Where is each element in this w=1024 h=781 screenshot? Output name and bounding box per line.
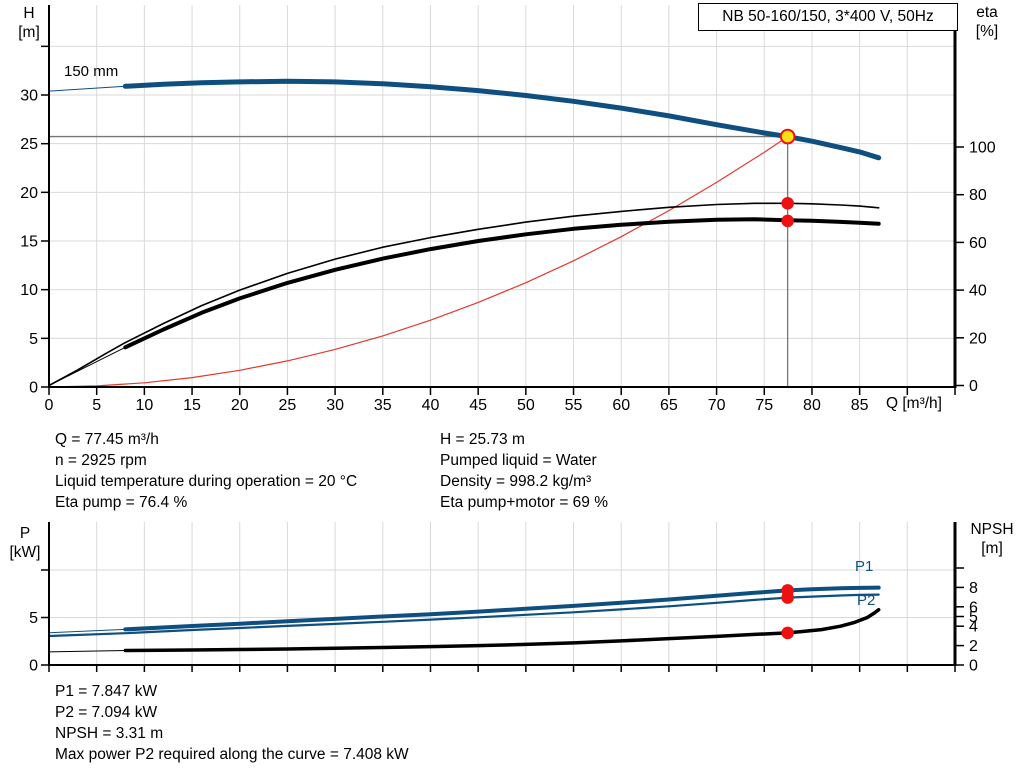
curve-p1 [123, 585, 881, 632]
q-tick-label: 50 [517, 397, 535, 414]
curve-head-lead [48, 85, 126, 92]
p2-dot [781, 591, 794, 604]
q-tick-label: 45 [469, 397, 487, 414]
npsh-tick-label: 8 [969, 580, 978, 597]
h-tick-label: 15 [20, 234, 38, 251]
q-tick-label: 5 [92, 397, 101, 414]
q-tick-label: 25 [279, 397, 297, 414]
h-tick-label: 25 [20, 136, 38, 153]
q-tick-label: 55 [565, 397, 583, 414]
eta-tick-label: 100 [969, 140, 996, 157]
eta-tick-label: 0 [969, 378, 978, 395]
curve-eta-pump [48, 202, 880, 387]
info-line: n = 2925 rpm [55, 452, 147, 469]
q-tick-label: 70 [708, 397, 726, 414]
h-tick-label: 5 [29, 331, 38, 348]
q-tick-label: 0 [45, 397, 54, 414]
p-axis-label: P [kW] [9, 525, 41, 561]
h-axis-label: H [m] [18, 5, 40, 41]
p-tick-label: 5 [29, 610, 38, 627]
power-npsh-data: P1 = 7.847 kW P2 = 7.094 kW NPSH = 3.31 m M… [55, 681, 409, 765]
p-tick-label: 0 [29, 658, 38, 675]
eta-axis-label: eta [%] [975, 4, 999, 40]
info-line: Max power P2 required along the curve = … [55, 746, 409, 763]
p2-curve-label: P2 [857, 592, 876, 609]
npsh-tick-label: 4 [969, 619, 978, 636]
curve-p2 [47, 593, 880, 638]
duty-point-marker [779, 128, 796, 145]
q-tick-label: 60 [612, 397, 630, 414]
info-line: P1 = 7.847 kW [55, 683, 158, 700]
curve-npsh-lead [48, 650, 126, 653]
npsh-tick-label: 2 [969, 638, 978, 655]
q-tick-label: 10 [135, 397, 153, 414]
operating-data-left: Q = 77.45 m³/h n = 2925 rpm Liquid tempera… [55, 429, 357, 513]
q-tick-label: 85 [851, 397, 869, 414]
q-tick-label: 75 [755, 397, 773, 414]
info-line: Q = 77.45 m³/h [55, 431, 159, 448]
info-line: Eta pump+motor = 69 % [440, 494, 609, 511]
q-tick-label: 80 [803, 397, 821, 414]
curve-system-curve [48, 136, 789, 388]
info-line: Liquid temperature during operation = 20… [55, 473, 358, 490]
eta-tick-label: 20 [969, 330, 987, 347]
curve-npsh [123, 607, 881, 653]
info-line: Density = 998.2 kg/m³ [440, 473, 592, 490]
npsh-axis-label: NPSH [m] [970, 521, 1014, 557]
npsh-tick-label: 0 [969, 658, 978, 675]
npsh-tick-label: 6 [969, 599, 978, 616]
eta-tick-label: 80 [969, 187, 987, 204]
eta-pump-dot [781, 196, 794, 210]
q-tick-label: 30 [326, 397, 344, 414]
operating-data-right: H = 25.73 m Pumped liquid = Water Density … [440, 429, 608, 513]
eta-tick-label: 60 [969, 235, 987, 252]
curve-head-150mm [122, 78, 882, 161]
npsh-tick-label: 5 [969, 609, 978, 626]
chart-title: NB 50-160/150, 3*400 V, 50Hz [698, 3, 958, 31]
curve-eta-pump-motor [123, 217, 881, 350]
info-line: H = 25.73 m [440, 431, 525, 448]
q-tick-label: 15 [183, 397, 201, 414]
q-tick-label: 35 [374, 397, 392, 414]
npsh-dot [781, 626, 794, 640]
info-line: Eta pump = 76.4 % [55, 494, 188, 511]
h-tick-label: 10 [20, 282, 38, 299]
q-tick-label: 65 [660, 397, 678, 414]
info-line: NPSH = 3.31 m [55, 725, 164, 742]
q-axis-label: Q [m³/h] [886, 395, 942, 412]
eta-tick-label: 40 [969, 283, 987, 300]
q-tick-label: 40 [422, 397, 440, 414]
h-tick-label: 20 [20, 185, 38, 202]
q-tick-label: 20 [231, 397, 249, 414]
info-line: Pumped liquid = Water [440, 452, 597, 469]
curve-size-label: 150 mm [64, 63, 119, 80]
h-tick-label: 0 [29, 380, 38, 397]
h-tick-label: 30 [20, 88, 38, 105]
p1-curve-label: P1 [855, 558, 874, 575]
info-line: P2 = 7.094 kW [55, 704, 158, 721]
curve-p1-lead [48, 628, 126, 634]
eta-pump-motor-dot [781, 214, 794, 228]
